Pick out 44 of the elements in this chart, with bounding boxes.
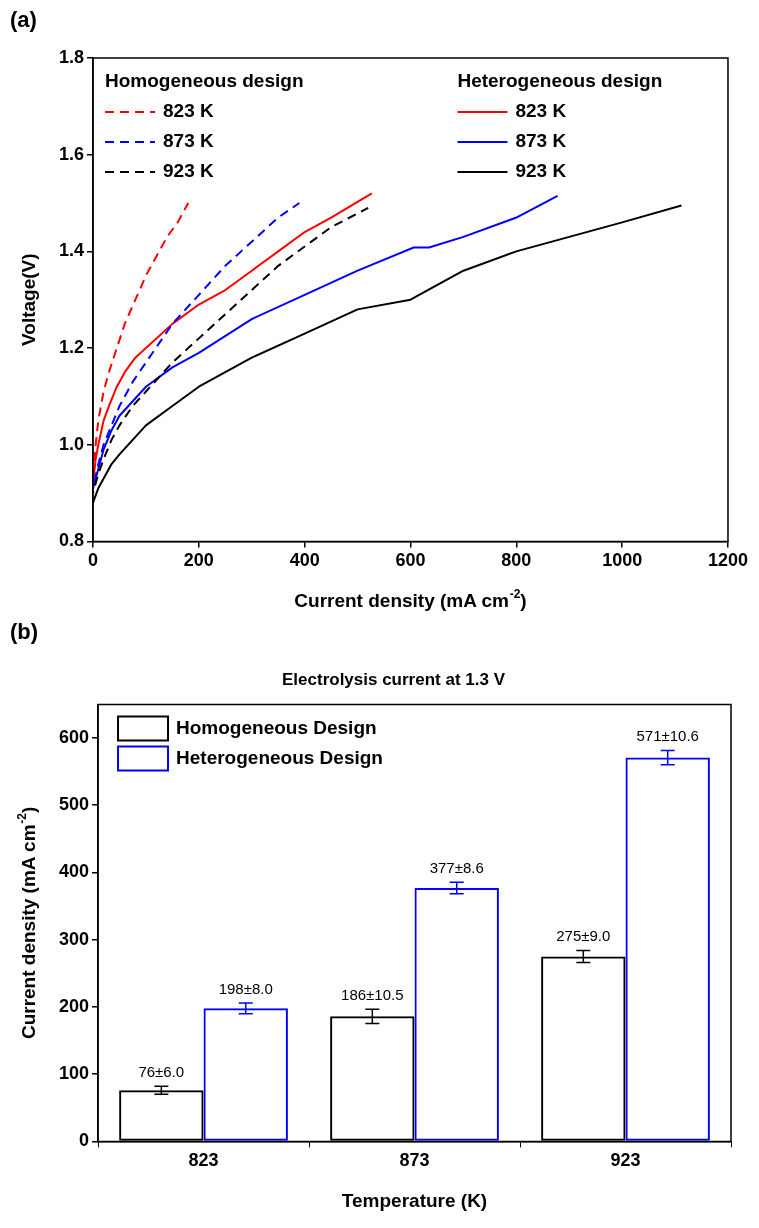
text: (b)	[10, 619, 39, 645]
chart-title: Electrolysis current at 1.3 V	[282, 669, 506, 689]
x-tick-label: 1200	[707, 550, 748, 571]
data-label: 377±8.6	[429, 858, 484, 876]
y-axis-title: Voltage(V)	[18, 253, 40, 346]
legend-label: 923 K	[163, 160, 214, 182]
text: Homogeneous design	[105, 70, 304, 92]
y-tick-label: 100	[58, 1063, 90, 1084]
legend-label: 823 K	[163, 100, 214, 122]
data-label: 571±10.6	[636, 727, 699, 745]
y-tick-label: 400	[58, 861, 90, 882]
x-tick-label: 1000	[602, 550, 643, 571]
text: Heterogeneous design	[457, 70, 663, 92]
data-label: 76±6.0	[138, 1062, 185, 1080]
x-axis-title: Temperature (K)	[341, 1190, 488, 1212]
x-tick-label: 800	[501, 550, 532, 571]
y-tick-label: 600	[58, 726, 90, 747]
legend-label: Heterogeneous Design	[176, 746, 383, 768]
y-tick-label: 200	[58, 995, 90, 1016]
x-tick-label: 400	[289, 550, 320, 571]
y-tick-label: 1.2	[58, 337, 85, 358]
y-tick-label: 300	[58, 928, 90, 949]
x-tick-label: 873	[399, 1150, 430, 1171]
data-label: 275±9.0	[556, 927, 611, 945]
y-tick-label: 1.0	[58, 433, 85, 454]
y-tick-label: 1.4	[58, 240, 85, 261]
y-tick-label: 0	[79, 1130, 90, 1151]
x-tick-label: 923	[610, 1150, 641, 1171]
data-label: 198±8.0	[218, 979, 273, 997]
y-tick-label: 0.8	[58, 530, 85, 551]
x-tick-label: 200	[183, 550, 214, 571]
legend-label: 873 K	[515, 130, 567, 152]
x-tick-label: 823	[188, 1150, 219, 1171]
x-tick-label: 600	[395, 550, 426, 571]
legend-label: 823 K	[515, 100, 567, 122]
legend-label: 923 K	[515, 160, 567, 182]
legend-label: Homogeneous Design	[176, 716, 377, 738]
y-tick-label: 1.8	[58, 46, 85, 67]
data-label: 186±10.5	[341, 985, 404, 1003]
legend-label: 873 K	[163, 130, 214, 152]
text: (a)	[10, 7, 37, 33]
y-tick-label: 1.6	[58, 143, 85, 164]
y-tick-label: 500	[58, 794, 90, 815]
y-axis-title: Current density (mA cm-2)	[14, 806, 40, 1040]
